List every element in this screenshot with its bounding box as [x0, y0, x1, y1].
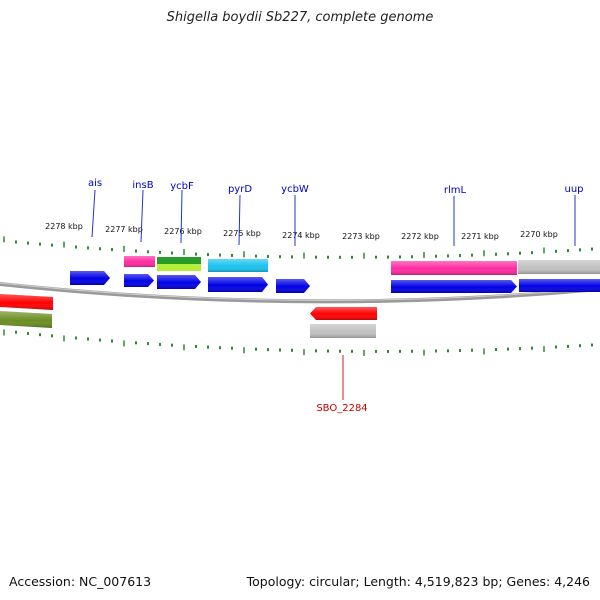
leader-ycbF — [180, 189, 183, 244]
kbp-label: 2274 kbp — [282, 231, 320, 240]
cds-forward-shading — [70, 271, 600, 293]
accession-text: Accession: NC_007613 — [9, 574, 152, 589]
genome-backbone-highlight — [0, 282, 600, 301]
gene-label-ycbW[interactable]: ycbW — [281, 184, 309, 195]
kbp-label: 2270 kbp — [520, 230, 558, 239]
feature-track-outer — [124, 256, 600, 275]
kbp-label: 2275 kbp — [223, 229, 261, 238]
feature-rlmL-pink-shade — [391, 261, 517, 275]
feature-pyrD-cyan-shade — [208, 259, 268, 272]
feature-insB-pink-shade — [124, 256, 155, 267]
kbp-label: 2272 kbp — [401, 232, 439, 241]
leader-pyrD — [238, 194, 241, 246]
tick-marks-inner — [3, 329, 593, 356]
gene-leader-lines — [91, 189, 576, 400]
feature-ycbF-lime[interactable] — [157, 264, 201, 271]
genome-summary-text: Topology: circular; Length: 4,519,823 bp… — [246, 574, 590, 589]
cds-SBO_2284-shade — [310, 307, 377, 320]
kbp-label: 2273 kbp — [342, 232, 380, 241]
tick-marks-outer — [3, 236, 593, 259]
kbp-label: 2277 kbp — [105, 225, 143, 234]
leader-insB — [140, 189, 144, 243]
leader-ais — [91, 189, 96, 238]
gene-label-rlmL[interactable]: rlmL — [444, 185, 467, 196]
kbp-label: 2278 kbp — [45, 222, 83, 231]
gene-label-ycbF[interactable]: ycbF — [170, 181, 194, 192]
feature-track-inner — [0, 311, 376, 338]
kbp-label: 2271 kbp — [461, 232, 499, 241]
feature-SBO_2284-gray-shade — [310, 324, 376, 338]
cds-left-red-shade — [0, 294, 53, 310]
genome-backbone — [0, 282, 600, 304]
feature-uup-gray-shade — [518, 260, 600, 274]
gene-label-uup[interactable]: uup — [564, 184, 583, 195]
gene-label-SBO_2284[interactable]: SBO_2284 — [316, 403, 367, 414]
map-title: Shigella boydii Sb227, complete genome — [166, 10, 434, 25]
feature-left-olive-shade — [0, 311, 52, 328]
kbp-labels: 2278 kbp 2277 kbp 2276 kbp 2275 kbp 2274… — [45, 222, 558, 241]
feature-ycbF-green[interactable] — [157, 257, 201, 264]
gene-label-insB[interactable]: insB — [132, 180, 153, 191]
gene-label-ais[interactable]: ais — [88, 178, 102, 189]
cds-reverse-track — [0, 294, 377, 320]
kbp-label: 2276 kbp — [164, 227, 202, 236]
gene-label-pyrD[interactable]: pyrD — [228, 184, 252, 195]
